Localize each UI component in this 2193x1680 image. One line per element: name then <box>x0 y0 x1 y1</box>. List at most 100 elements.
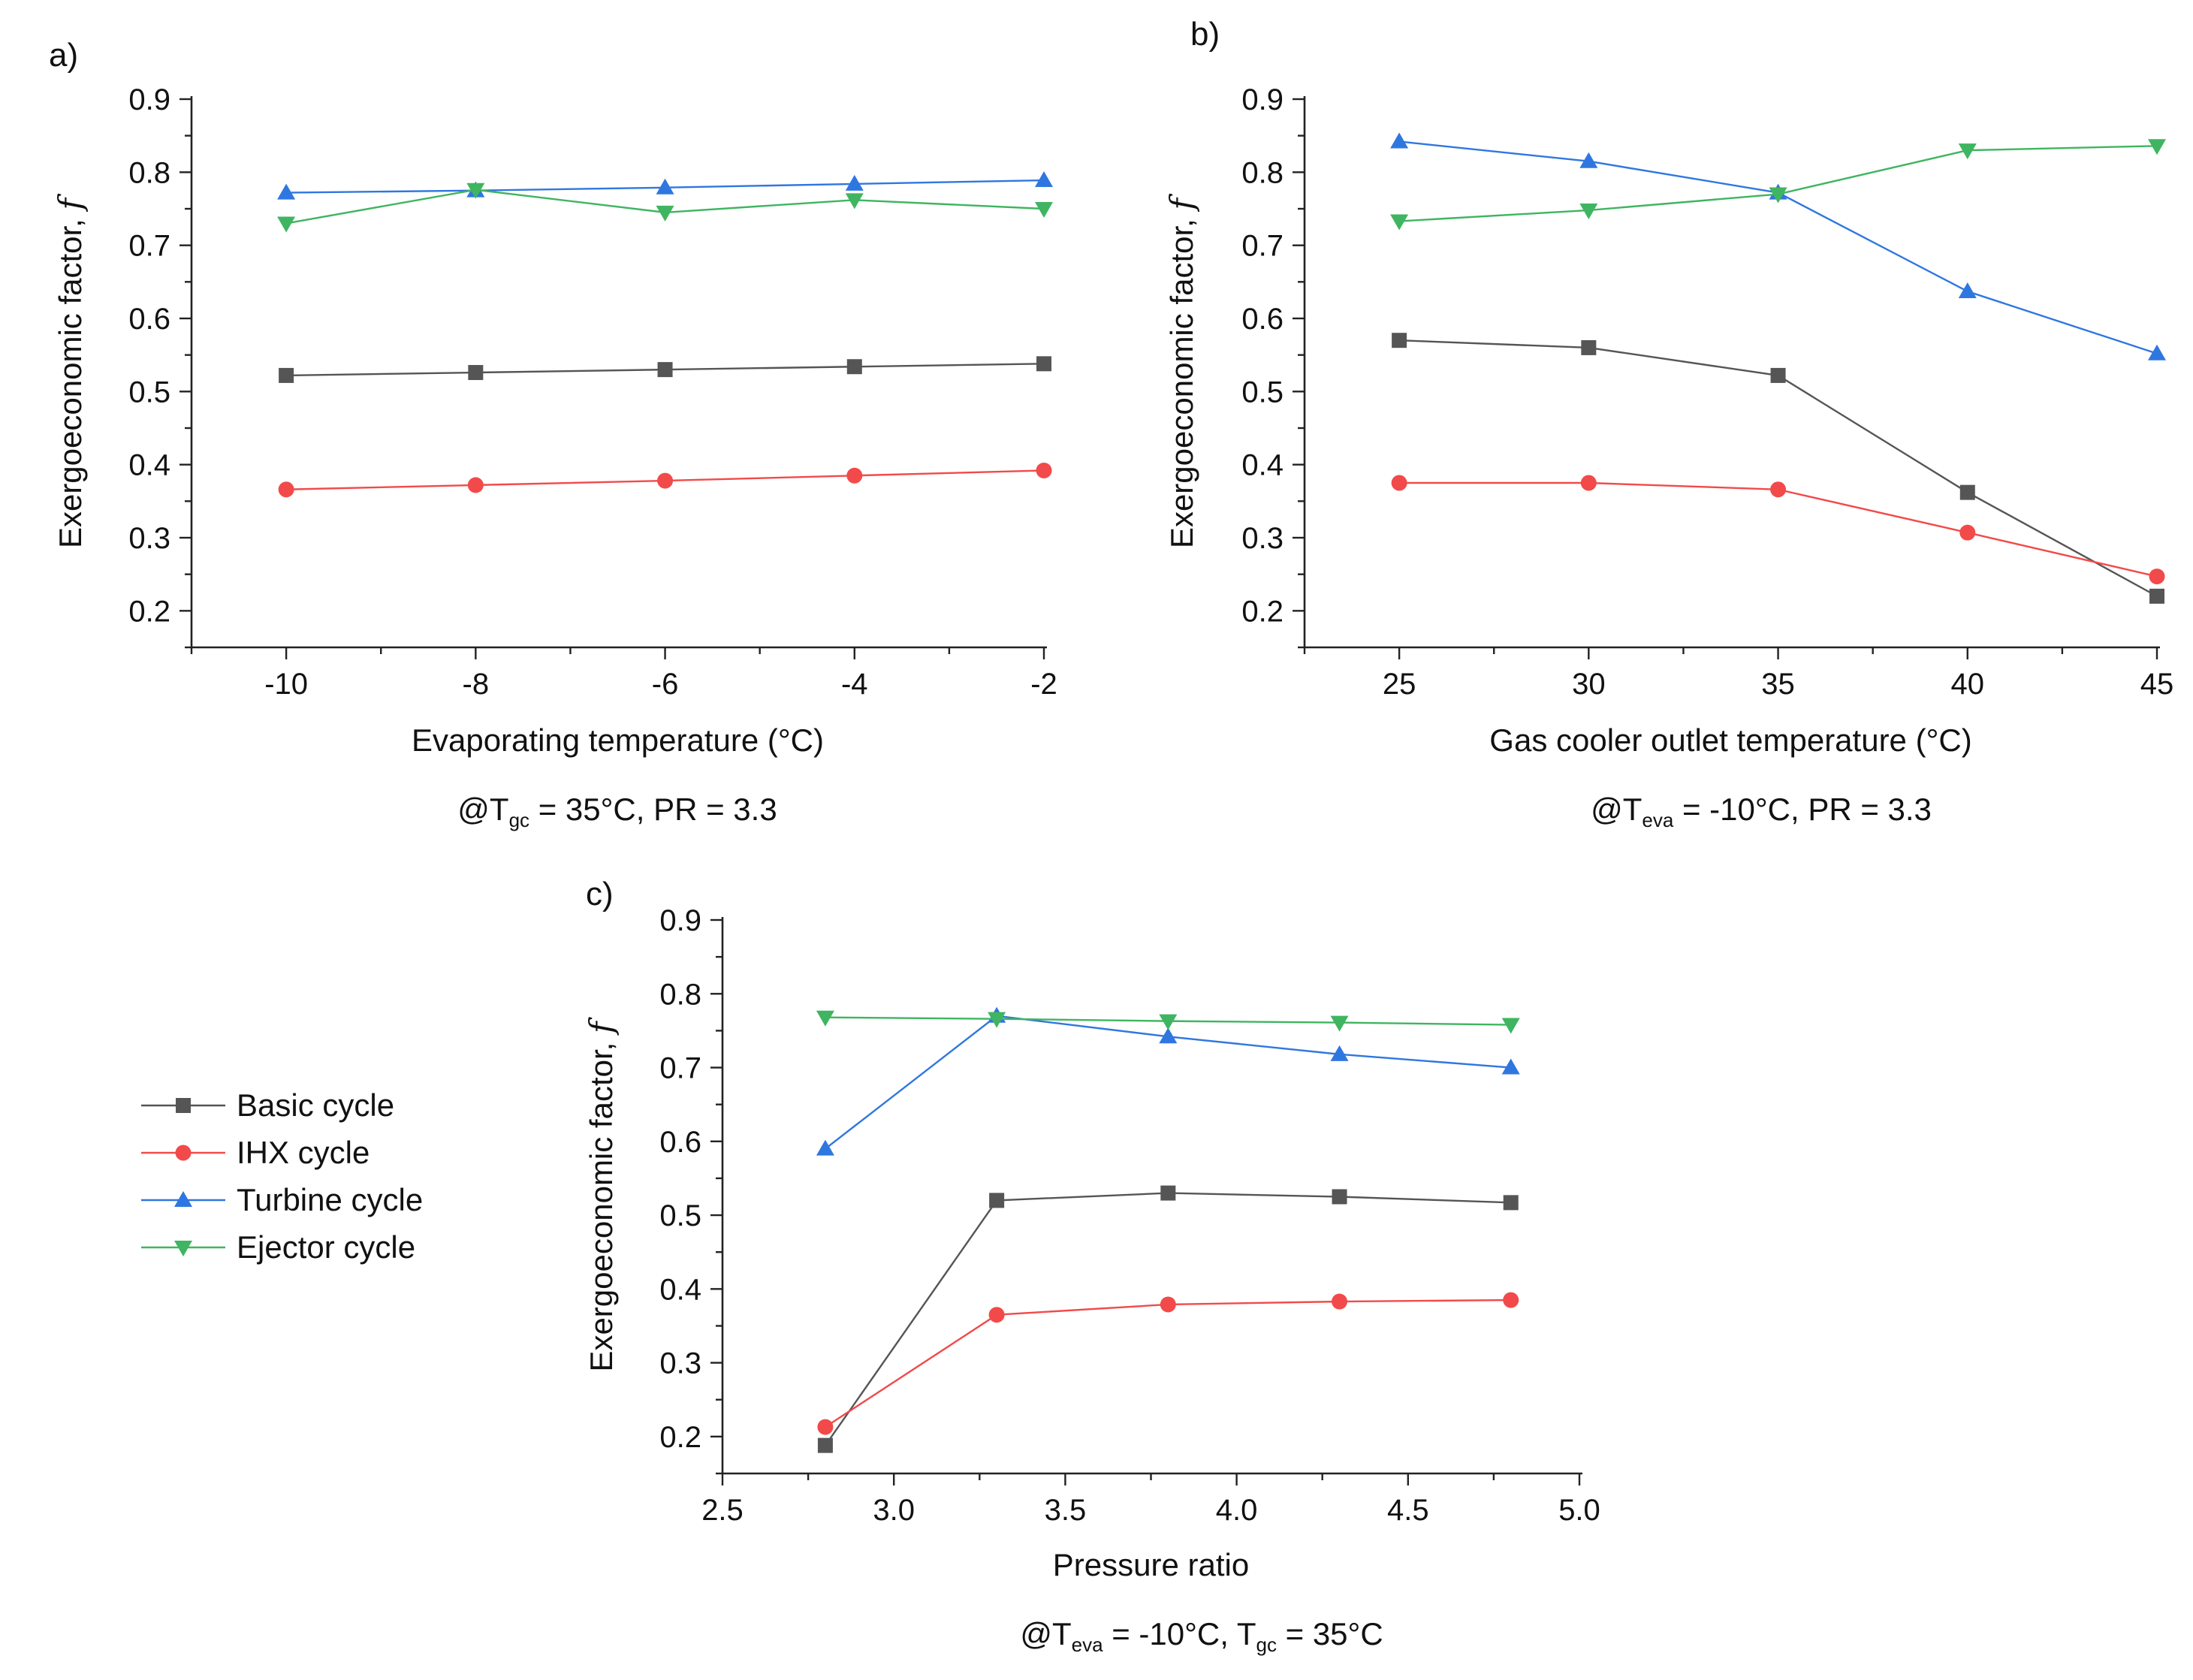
y-tick-label: 0.8 <box>128 156 170 189</box>
data-point-basic <box>1770 367 1786 383</box>
data-point-ejector <box>1330 1015 1349 1032</box>
chart-panel-b: 0.2 0.3 0.4 0.5 0.6 0.7 0.8 0.9 25 30 35 40 45 b) Exer… <box>1163 16 2173 831</box>
x-tick-label: 4.5 <box>1387 1494 1429 1527</box>
x-axis-title: Pressure ratio <box>1053 1547 1249 1582</box>
y-tick-label: 0.5 <box>128 376 170 409</box>
x-tick-label: 3.0 <box>873 1494 915 1527</box>
data-point-basic <box>1332 1189 1347 1205</box>
x-tick-label: 35 <box>1761 668 1795 701</box>
data-point-ejector <box>1159 1014 1178 1030</box>
y-tick-label: 0.2 <box>659 1421 701 1454</box>
data-point-ejector <box>656 205 674 222</box>
y-tick-label: 0.4 <box>1241 449 1284 482</box>
x-tick-label: 25 <box>1383 668 1416 701</box>
data-point-ihx <box>1036 462 1052 478</box>
data-point-basic <box>1036 356 1051 372</box>
data-point-ihx <box>1959 524 1976 541</box>
data-point-basic <box>468 365 484 381</box>
data-point-turbine <box>1330 1045 1349 1061</box>
y-tick-label: 0.6 <box>1241 303 1284 336</box>
legend-item-ihx: IHX cycle <box>141 1135 370 1170</box>
legend-marker-ejector <box>174 1241 192 1256</box>
data-point-ihx <box>1503 1292 1519 1308</box>
data-point-ejector <box>2148 139 2166 155</box>
x-tick-label: 3.5 <box>1045 1494 1087 1527</box>
data-point-basic <box>1959 484 1975 500</box>
y-tick-label: 0.4 <box>128 449 170 482</box>
y-tick-label: 0.6 <box>659 1126 701 1159</box>
y-tick-label: 0.6 <box>128 303 170 336</box>
data-point-basic <box>989 1193 1005 1208</box>
y-tick-label: 0.2 <box>128 595 170 628</box>
x-tick-label: 4.0 <box>1216 1494 1258 1527</box>
y-axis-title: Exergoeconomic factor, f <box>1163 193 1200 548</box>
data-point-ihx <box>846 467 863 484</box>
legend-label: IHX cycle <box>237 1135 370 1170</box>
data-point-ihx <box>1770 481 1787 498</box>
y-tick-label: 0.3 <box>659 1347 701 1380</box>
y-axis-title: Exergoeconomic factor, f <box>583 1017 620 1372</box>
data-point-turbine <box>816 1139 834 1156</box>
data-point-turbine <box>1035 171 1053 188</box>
y-tick-label: 0.9 <box>128 83 170 116</box>
y-axis-title: Exergoeconomic factor, f <box>52 193 89 548</box>
condition-caption: @Teva = -10°C, PR = 3.3 <box>1591 792 1932 831</box>
data-point-turbine <box>1579 152 1598 168</box>
data-point-basic <box>1392 333 1407 348</box>
series-line-ihx <box>825 1298 1511 1428</box>
data-point-ejector <box>466 182 485 199</box>
data-point-basic <box>657 362 673 378</box>
data-point-ihx <box>657 472 674 489</box>
y-tick-label: 0.3 <box>1241 522 1284 555</box>
data-point-ejector <box>1579 203 1598 219</box>
data-point-basic <box>2149 588 2164 604</box>
data-point-turbine <box>1958 282 1977 298</box>
y-tick-label: 0.8 <box>659 978 701 1011</box>
data-point-ihx <box>1391 475 1407 491</box>
legend-marker-ihx <box>175 1145 192 1161</box>
data-point-ejector <box>1035 202 1053 218</box>
legend-marker-turbine <box>174 1191 192 1207</box>
x-tick-label: 5.0 <box>1558 1494 1600 1527</box>
legend-item-basic: Basic cycle <box>141 1087 394 1123</box>
x-tick-label: -8 <box>463 668 490 701</box>
data-point-basic <box>846 359 862 375</box>
y-tick-label: 0.2 <box>1241 595 1284 628</box>
data-point-ejector <box>1958 143 1977 160</box>
data-point-turbine <box>1159 1027 1178 1044</box>
x-tick-label: -4 <box>841 668 868 701</box>
legend-item-turbine: Turbine cycle <box>141 1182 423 1217</box>
condition-caption: @Tgc = 35°C, PR = 3.3 <box>457 792 777 831</box>
x-tick-label: -10 <box>264 668 308 701</box>
data-point-ejector <box>1769 187 1787 204</box>
data-point-ihx <box>2149 569 2165 585</box>
y-tick-label: 0.5 <box>1241 376 1284 409</box>
legend: Basic cycle IHX cycle Turbine cycle Ejector… <box>141 1087 423 1265</box>
panel-label: b) <box>1190 16 1220 53</box>
x-tick-label: 30 <box>1572 668 1606 701</box>
y-tick-label: 0.7 <box>1241 230 1284 263</box>
data-point-basic <box>1581 339 1597 355</box>
y-tick-label: 0.5 <box>659 1199 701 1232</box>
panel-label: c) <box>586 876 614 912</box>
data-point-basic <box>279 367 294 383</box>
data-point-ejector <box>1390 214 1409 231</box>
data-point-turbine <box>277 183 296 200</box>
data-point-ihx <box>1332 1293 1348 1310</box>
x-tick-label: 45 <box>2140 668 2174 701</box>
legend-marker-basic <box>176 1098 191 1113</box>
series-line-ejector <box>1399 145 2158 222</box>
data-point-basic <box>1503 1195 1519 1211</box>
series-line-turbine <box>1398 140 2158 354</box>
x-tick-label: 2.5 <box>701 1494 744 1527</box>
data-point-ejector <box>816 1010 834 1027</box>
data-point-basic <box>1160 1185 1176 1201</box>
condition-caption: @Teva = -10°C, Tgc = 35°C <box>1020 1616 1383 1656</box>
y-tick-label: 0.3 <box>128 522 170 555</box>
data-point-basic <box>817 1437 833 1453</box>
data-point-turbine <box>845 174 864 191</box>
x-axis-title: Evaporating temperature (°C) <box>412 722 824 758</box>
x-tick-label: -2 <box>1030 668 1057 701</box>
data-point-ihx <box>988 1307 1005 1323</box>
